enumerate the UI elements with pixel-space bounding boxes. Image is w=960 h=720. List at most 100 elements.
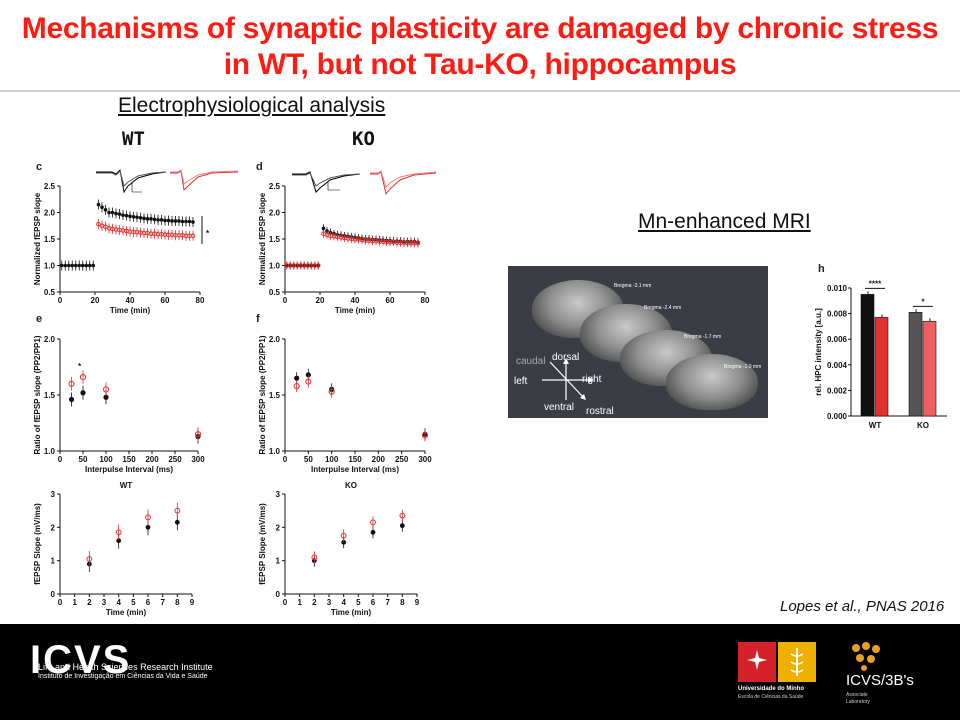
data-point-control	[173, 219, 178, 223]
trace-ko-stress-2	[370, 170, 437, 188]
x-axis-label: Time (min)	[110, 306, 151, 315]
data-point-stress	[86, 556, 93, 562]
icvs3bs-sub2: Laboratory	[846, 699, 870, 705]
data-point-control	[91, 263, 96, 268]
significance-marker: *	[78, 362, 82, 371]
data-point-control	[103, 394, 109, 400]
panel-letter-h: h	[818, 263, 825, 275]
y-tick-label: 0.006	[827, 335, 848, 344]
data-point-stress	[96, 221, 101, 227]
x-axis-label: Time (min)	[331, 608, 372, 617]
data-point-control	[87, 263, 92, 268]
bar-wt-stress	[874, 317, 889, 417]
y-tick-label: 2	[276, 523, 281, 532]
data-point-control	[142, 216, 146, 221]
data-point-control	[68, 396, 75, 403]
x-tick-label: 80	[421, 296, 430, 305]
data-point-control	[80, 390, 86, 396]
y-tick-label: 0.004	[827, 361, 848, 370]
chart-ltp-wt: 0 20 40 60 80 0.5 1.0 1.5 2.0 2.5 Time (min) Normal…	[33, 182, 210, 315]
y-tick-label: 1.0	[44, 262, 56, 271]
group-label-ko: KO	[352, 128, 375, 150]
data-point-stress	[328, 388, 335, 395]
data-point-control	[107, 210, 111, 215]
data-point-stress	[399, 512, 406, 519]
data-point-stress	[311, 554, 318, 561]
x-tick-label: 80	[196, 296, 205, 305]
data-point-stress	[115, 529, 122, 536]
x-tick-label: 0	[58, 296, 63, 305]
data-point-control	[191, 220, 195, 224]
trace-wt-stress	[170, 170, 239, 192]
data-point-stress	[190, 233, 196, 239]
data-point-control	[135, 215, 139, 220]
significance-marker: *	[206, 229, 210, 238]
orientation-caudal: caudal	[516, 356, 546, 367]
data-point-stress	[174, 507, 181, 514]
x-tick-label: 0	[283, 296, 288, 305]
data-point-control	[399, 523, 405, 529]
data-point-stress	[340, 532, 347, 539]
trace-ko-stress	[370, 171, 437, 196]
x-category-label: WT	[869, 421, 882, 430]
x-tick-label: 100	[99, 455, 113, 464]
orientation-ventral: ventral	[544, 402, 575, 413]
section-heading-ephys: Electrophysiological analysis	[118, 94, 386, 117]
y-tick-label: 0.5	[269, 288, 281, 297]
x-tick-label: 60	[386, 296, 395, 305]
x-tick-label: 9	[415, 598, 420, 607]
data-point-control	[305, 372, 311, 378]
y-tick-label: 0.008	[827, 310, 848, 319]
bar-wt-control	[860, 294, 875, 417]
y-tick-label: 0.002	[827, 386, 848, 395]
y-tick-label: 1	[51, 557, 56, 566]
x-tick-label: 0	[283, 598, 288, 607]
data-point-control	[180, 219, 185, 224]
y-tick-label: 1.5	[269, 235, 281, 244]
y-tick-label: 1.5	[269, 391, 281, 400]
x-tick-label: 250	[395, 455, 409, 464]
uminho-logo-gold	[778, 642, 816, 682]
x-axis-label: Time (min)	[106, 608, 147, 617]
y-tick-label: 0.5	[44, 288, 56, 297]
x-tick-label: 3	[102, 598, 107, 607]
trace-wt-stress-2	[170, 169, 239, 185]
footer-bar: ICVS Life and Health Sciences Research I…	[0, 624, 960, 720]
y-tick-label: 2.0	[269, 335, 281, 344]
data-point-control	[121, 213, 125, 217]
data-point-control	[110, 210, 115, 215]
x-tick-label: 200	[372, 455, 386, 464]
trace-ko-control	[292, 171, 361, 193]
caduceus-icon	[790, 648, 804, 676]
data-point-control	[100, 205, 104, 209]
bregma-label-1: Bregma -3.1 mm	[614, 283, 652, 289]
uminho-name: Universidade do Minho	[738, 686, 805, 692]
y-tick-label: 0	[51, 590, 56, 599]
panel-letter-d: d	[256, 161, 263, 173]
x-tick-label: 300	[418, 455, 432, 464]
data-point-stress	[68, 380, 75, 387]
bregma-label-2: Bregma -2.4 mm	[644, 305, 682, 311]
y-axis-label: Ratio of fEPSP slope (PP2/PP1)	[258, 335, 267, 454]
data-point-control	[117, 212, 122, 216]
data-point-control	[174, 519, 180, 525]
chart-title: KO	[345, 481, 357, 490]
trace-ko-control-2	[292, 172, 361, 187]
bregma-label-3: Bregma -1.7 mm	[684, 334, 722, 340]
x-tick-label: 40	[351, 296, 360, 305]
panel-letter-c: c	[36, 161, 42, 173]
data-point-control	[156, 218, 160, 222]
y-tick-label: 2.0	[44, 335, 56, 344]
data-point-control	[159, 218, 164, 222]
x-tick-label: 5	[131, 598, 136, 607]
trace-inset-wt	[96, 168, 239, 194]
orientation-dorsal: dorsal	[552, 352, 580, 363]
x-tick-label: 3	[327, 598, 332, 607]
data-point-control	[370, 529, 376, 535]
data-point-control	[294, 375, 300, 381]
citation: Lopes et al., PNAS 2016	[780, 598, 945, 615]
data-point-control	[124, 213, 129, 218]
chart-ppf-wt: 0 50 100 150 200 250 300 1.0 1.5 2.0 Interpulse In…	[33, 335, 205, 474]
icvs3bs-sub1: Associate	[846, 692, 868, 698]
